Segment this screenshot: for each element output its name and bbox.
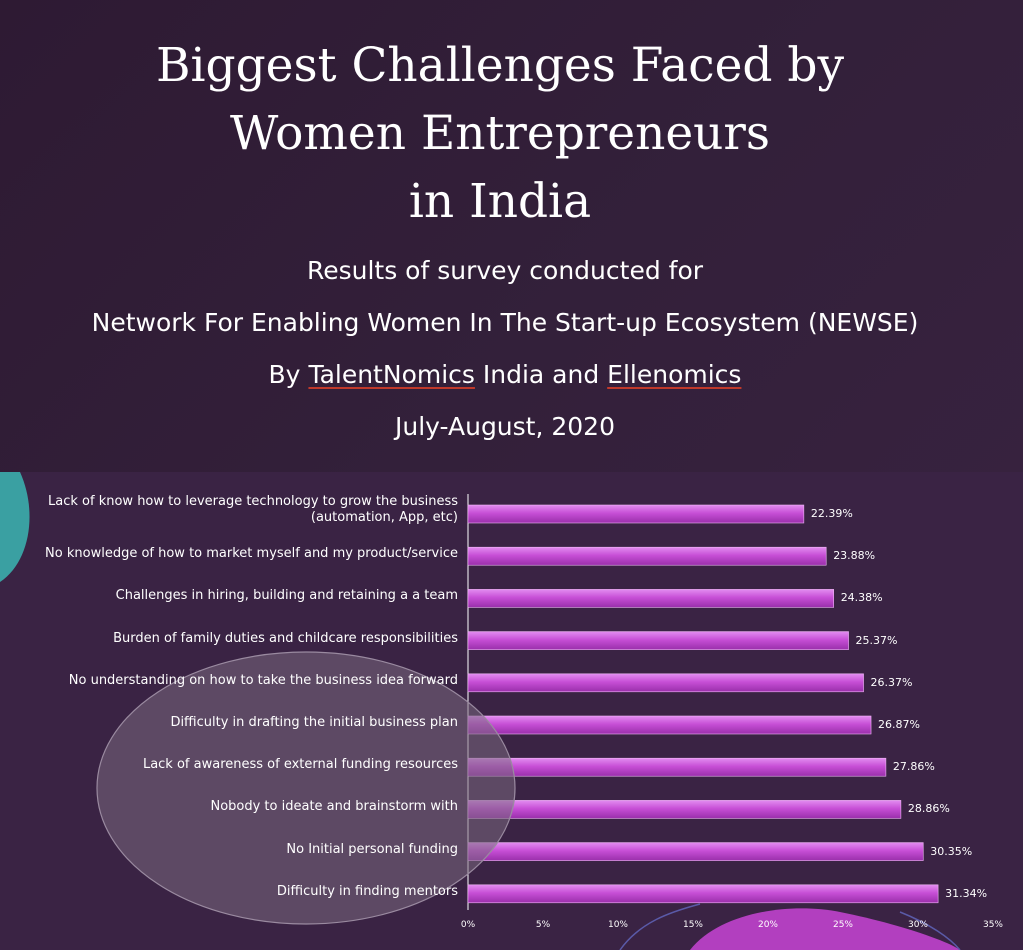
byline: By TalentNomics India and Ellenomics: [0, 360, 1010, 389]
org-ellenomics: Ellenomics: [607, 360, 742, 389]
category-label: Lack of know how to leverage technology …: [8, 494, 458, 526]
bar: [467, 715, 872, 735]
category-label-line: (automation, App, etc): [310, 510, 458, 525]
category-label-line: No Initial personal funding: [286, 841, 458, 857]
x-tick-label: 0%: [460, 920, 476, 930]
category-label: No Initial personal funding: [8, 842, 458, 858]
value-label: 28.86%: [907, 802, 950, 816]
bar: [467, 884, 939, 904]
category-label-line: Difficulty in finding mentors: [276, 883, 458, 899]
teal-accent-shape: [0, 472, 30, 582]
accent-curve: [619, 903, 701, 950]
category-label-line: Nobody to ideate and brainstorm with: [210, 799, 458, 815]
value-label: 30.35%: [930, 844, 973, 858]
subtitle-line-1: Results of survey conducted for: [306, 256, 704, 285]
org-talentnomics: TalentNomics: [308, 360, 475, 389]
title-line-1: Biggest Challenges Faced by: [155, 38, 845, 93]
magenta-accent-shape: [690, 908, 960, 950]
category-label: Nobody to ideate and brainstorm with: [8, 799, 458, 815]
value-label: 23.88%: [833, 549, 876, 563]
category-label: Burden of family duties and childcare re…: [8, 631, 458, 647]
by-prefix: By: [268, 360, 309, 389]
bar: [467, 504, 805, 524]
category-label: Challenges in hiring, building and retai…: [8, 588, 458, 604]
byline-middle: India and: [474, 360, 608, 389]
category-label-line: No understanding on how to take the busi…: [68, 672, 458, 688]
bar: [467, 673, 864, 693]
x-tick-label: 30%: [907, 920, 928, 930]
category-label-line: Burden of family duties and childcare re…: [113, 630, 458, 646]
bar: [467, 546, 827, 566]
chart-panel: 22.39% Lack of know how to leverage techn…: [0, 472, 1023, 950]
bar: [467, 631, 849, 650]
title-line-3: in India: [408, 174, 592, 229]
value-label: 24.38%: [840, 591, 883, 605]
category-label-line: Lack of awareness of external funding re…: [142, 757, 458, 773]
category-label-line: Challenges in hiring, building and retai…: [115, 588, 458, 604]
category-label: Lack of awareness of external funding re…: [8, 757, 458, 773]
title-line-2: Women Entrepreneurs: [229, 106, 771, 161]
value-label: 27.86%: [892, 760, 935, 774]
accent-curve-right: [899, 911, 961, 950]
bar-chart: [0, 472, 961, 950]
value-label: 26.37%: [870, 675, 913, 689]
value-label: 31.34%: [945, 886, 988, 900]
category-label: Difficulty in finding mentors: [8, 884, 458, 900]
x-tick-label: 10%: [607, 920, 628, 930]
category-label: Difficulty in drafting the initial busin…: [8, 715, 458, 731]
x-tick-label: 35%: [982, 920, 1003, 930]
category-label-line: Lack of know how to leverage technology …: [48, 494, 458, 509]
value-label: 25.37%: [855, 633, 898, 647]
category-label: No understanding on how to take the busi…: [8, 673, 458, 689]
bar: [467, 842, 924, 861]
category-label-line: Difficulty in drafting the initial busin…: [170, 715, 458, 730]
x-tick-label: 15%: [682, 920, 703, 930]
x-tick-label: 5%: [535, 920, 551, 930]
category-label-line: No knowledge of how to market myself and…: [45, 546, 458, 562]
header: Biggest Challenges Faced by Women Entrep…: [0, 0, 1023, 470]
survey-date: July-August, 2020: [395, 412, 615, 441]
bar: [467, 757, 887, 777]
highlight-oval: [96, 651, 516, 925]
subtitle-line-2: Network For Enabling Women In The Start-…: [91, 308, 919, 337]
value-label: 26.87%: [878, 718, 920, 731]
bar: [467, 800, 902, 819]
x-tick-label: 25%: [832, 920, 853, 930]
value-label: 22.39%: [810, 507, 853, 520]
category-label: No knowledge of how to market myself and…: [8, 546, 458, 562]
bar: [467, 589, 835, 608]
bars-layer: [467, 494, 939, 910]
x-tick-label: 20%: [757, 920, 778, 930]
